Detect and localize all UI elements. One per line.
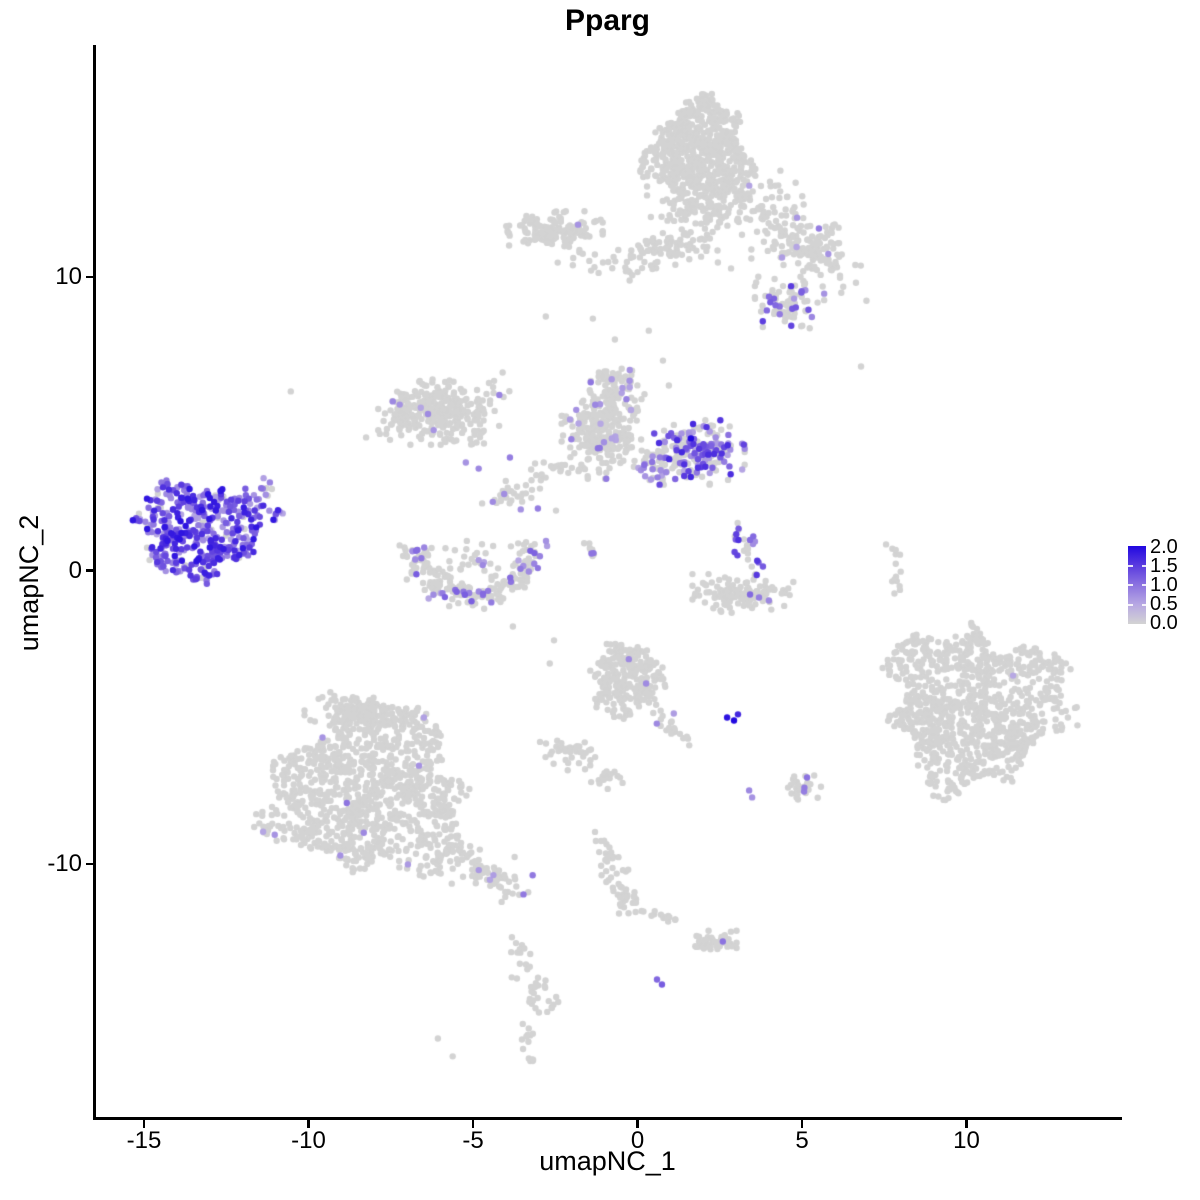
x-tick-mark xyxy=(471,1119,475,1128)
page-title: Pparg xyxy=(564,4,651,37)
legend-tick-label: 1.5 xyxy=(1150,555,1178,577)
x-tick-label: -5 xyxy=(462,1127,484,1154)
y-tick-label: -10 xyxy=(47,850,82,877)
x-tick-mark xyxy=(142,1119,146,1128)
colorbar-tick xyxy=(1141,584,1146,586)
x-tick-mark xyxy=(636,1119,639,1128)
legend-tick-label: 2.0 xyxy=(1150,536,1178,558)
y-tick-mark xyxy=(86,275,94,279)
colorbar-tick xyxy=(1128,603,1133,606)
x-axis-title: umapNC_1 xyxy=(539,1146,676,1176)
legend-tick-label: 0.5 xyxy=(1150,593,1178,615)
y-tick-label: 0 xyxy=(68,556,82,584)
y-tick-label: 10 xyxy=(55,263,82,290)
colorbar-tick xyxy=(1128,584,1133,586)
x-tick-mark xyxy=(307,1119,310,1128)
x-tick-label: 5 xyxy=(795,1127,809,1154)
x-tick-label: 0 xyxy=(630,1127,645,1154)
x-tick-mark xyxy=(965,1119,968,1128)
colorbar-tick xyxy=(1141,603,1146,606)
y-axis-title: umapNC_2 xyxy=(14,514,44,652)
x-axis-line xyxy=(93,1117,1122,1120)
colorbar-tick xyxy=(1128,564,1133,567)
y-tick-mark xyxy=(86,862,94,866)
x-tick-label: 10 xyxy=(953,1127,980,1154)
y-tick-mark xyxy=(86,569,94,572)
legend-tick-label: 0.0 xyxy=(1150,612,1178,634)
x-tick-mark xyxy=(800,1119,804,1128)
x-tick-label: -15 xyxy=(126,1127,162,1154)
legend-tick-label: 1.0 xyxy=(1150,574,1178,596)
y-axis-line xyxy=(93,45,96,1120)
x-tick-label: -10 xyxy=(291,1127,326,1154)
colorbar-tick xyxy=(1141,564,1146,567)
